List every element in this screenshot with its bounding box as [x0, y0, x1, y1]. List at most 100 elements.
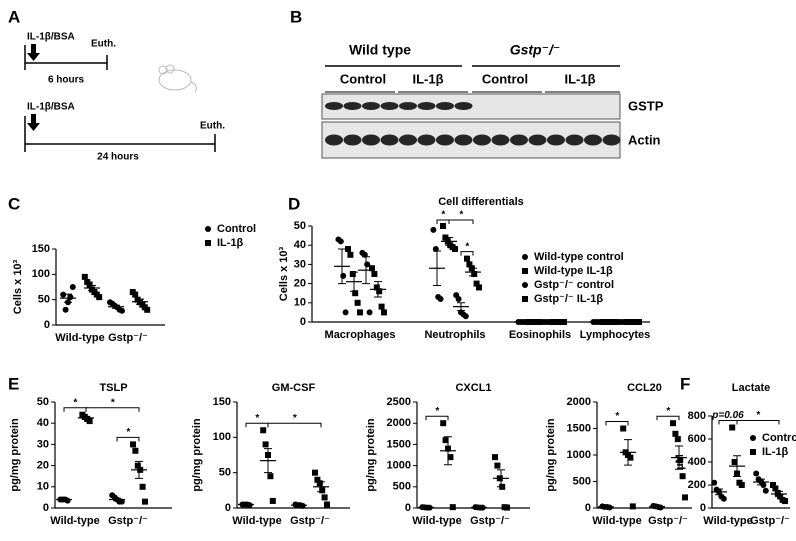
data-point	[139, 483, 146, 490]
blot-bands	[325, 102, 621, 146]
legend-marker	[205, 240, 211, 246]
dose-label: IL-1β/BSA	[27, 32, 75, 43]
chart: CXCL1 pg/mg protein 0 500 1000 1500 2000 2500 Wi…	[365, 382, 530, 527]
y-tick-label: 0	[44, 319, 50, 331]
y-tick-label: 10	[294, 297, 306, 309]
error-bar	[264, 448, 272, 474]
chart-title: Cell differentials	[438, 196, 524, 208]
data-point	[440, 420, 447, 427]
y-tick-label: 1500	[387, 438, 411, 450]
data-point	[620, 425, 627, 432]
error-bar	[82, 415, 90, 420]
y-axis-label: Cells x 10³	[12, 259, 24, 314]
band	[362, 102, 380, 110]
band	[547, 134, 565, 146]
data-point	[269, 497, 276, 504]
data-point	[345, 246, 351, 253]
chart: GM-CSF pg/mg protein 0 50 100 150 Wild-type Gst…	[191, 382, 350, 527]
data-point	[731, 459, 738, 465]
error-bar	[64, 293, 72, 303]
dose-arrow	[27, 114, 40, 131]
y-tick-label: 100	[213, 431, 231, 443]
significance-label: *	[126, 427, 131, 438]
time-label: 24 hours	[97, 152, 139, 163]
data-point	[134, 462, 141, 469]
error-bar	[374, 281, 382, 298]
y-tick-label: 100	[32, 268, 50, 280]
data-point	[494, 462, 501, 469]
data-point	[64, 497, 71, 504]
chart-title: GM-CSF	[272, 382, 316, 394]
mouse-icon	[158, 64, 197, 93]
data-point	[442, 437, 449, 444]
panel-label: E	[8, 374, 19, 393]
error-bar	[444, 436, 452, 466]
x-tick-label: Macrophages	[325, 329, 396, 341]
data-point	[342, 309, 349, 316]
data-point	[312, 469, 318, 476]
legend-marker	[205, 226, 211, 232]
error-bar	[653, 505, 661, 508]
data-point	[86, 418, 93, 425]
error-bar	[350, 271, 358, 292]
dose-label: IL-1β/BSA	[27, 102, 75, 113]
significance-bracket	[85, 407, 140, 412]
data-point	[455, 295, 462, 302]
significance-bracket	[116, 436, 140, 442]
band	[362, 134, 380, 146]
data-point	[627, 454, 634, 461]
error-bar	[675, 445, 683, 470]
panel-label: D	[288, 194, 300, 213]
data-point	[762, 487, 769, 494]
error-bar	[135, 460, 143, 479]
y-tick-label: 2000	[567, 396, 591, 408]
legend-label: Gstp⁻/⁻ IL-1β	[534, 293, 603, 305]
data-point	[366, 309, 373, 316]
data-point	[629, 503, 636, 510]
data-point	[60, 291, 67, 298]
data-point	[471, 271, 478, 277]
significance-label: *	[756, 410, 761, 421]
band	[343, 102, 362, 110]
y-tick-label: 1000	[567, 449, 591, 461]
x-tick-label: Wild-type	[50, 515, 99, 527]
x-tick-label: Lymphocytes	[580, 329, 651, 341]
data-point	[466, 261, 473, 268]
time-label: 6 hours	[48, 75, 85, 86]
data-point	[492, 454, 498, 461]
y-axis-label: µM	[674, 454, 686, 470]
x-tick-label: Gstp⁻/⁻	[108, 515, 148, 527]
euth-label: Euth.	[91, 39, 116, 50]
data-point	[464, 255, 470, 262]
chart: E TSLP pg/mg protein 0 10 20 30 40 50 Wild-type Gs…	[8, 374, 172, 527]
band	[491, 134, 510, 146]
lane-label: Control	[340, 71, 386, 86]
y-tick-label: 0	[405, 502, 411, 514]
data-point	[504, 504, 510, 511]
legend-label: Wild-type IL-1β	[534, 265, 613, 277]
band	[510, 134, 528, 146]
data-point	[378, 303, 385, 310]
x-tick-label: Wild-type	[232, 515, 281, 527]
significance-bracket	[460, 251, 474, 256]
euth-label: Euth.	[200, 121, 225, 132]
y-tick-label: 20	[37, 460, 49, 472]
data-point	[347, 251, 354, 258]
band	[436, 102, 454, 110]
data-point	[371, 271, 378, 277]
band	[380, 134, 399, 146]
band	[454, 134, 473, 146]
data-point	[337, 238, 344, 245]
x-tick-label: Gstp⁻/⁻	[648, 515, 688, 527]
band	[565, 134, 584, 146]
y-tick-label: 2000	[387, 417, 411, 429]
lane-label: Control	[482, 71, 528, 86]
row-label: GSTP	[628, 98, 664, 113]
data-point	[349, 271, 356, 277]
band	[399, 134, 417, 146]
significance-bracket	[425, 415, 449, 421]
data-point	[447, 454, 454, 461]
